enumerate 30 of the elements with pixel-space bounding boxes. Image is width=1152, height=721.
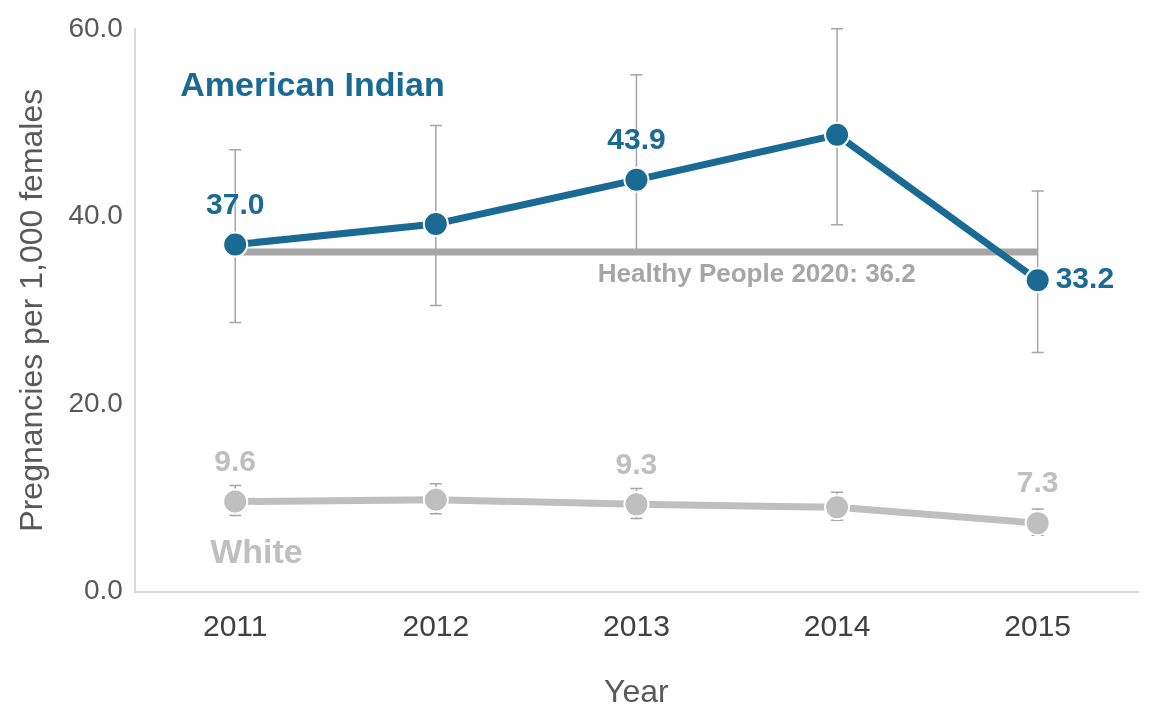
series-label: White	[210, 531, 303, 570]
x-tick-label: 2012	[402, 608, 470, 642]
y-tick-label: 60.0	[68, 11, 123, 43]
point	[1024, 267, 1051, 294]
data-label: 43.9	[607, 122, 666, 156]
ref-line-label: Healthy People 2020: 36.2	[597, 258, 916, 289]
text: American Indian	[180, 65, 445, 104]
y-axis-title: Pregnancies per 1,000 females	[13, 88, 50, 532]
data-label: 9.6	[214, 443, 257, 477]
x-tick-label: 2014	[803, 608, 871, 642]
point	[422, 486, 449, 513]
x-tick-label: 2011	[202, 608, 268, 642]
x-tick-label: 2013	[603, 608, 670, 642]
point	[222, 231, 249, 258]
point	[623, 491, 650, 518]
x-axis-title: Year	[604, 672, 670, 709]
data-label: 37.0	[206, 186, 265, 220]
point	[422, 210, 449, 237]
data-label: 33.2	[1055, 261, 1115, 295]
y-tick-label: 20.0	[68, 386, 123, 418]
y-tick-label: 0.0	[83, 574, 123, 606]
y-tick-label: 40.0	[68, 199, 123, 231]
point	[824, 121, 851, 148]
data-label: 7.3	[1016, 465, 1059, 499]
point	[623, 166, 650, 193]
point	[222, 488, 249, 515]
point	[824, 494, 851, 521]
point	[1024, 510, 1051, 537]
x-tick-label: 2015	[1004, 608, 1072, 642]
data-label: 9.3	[615, 446, 658, 480]
